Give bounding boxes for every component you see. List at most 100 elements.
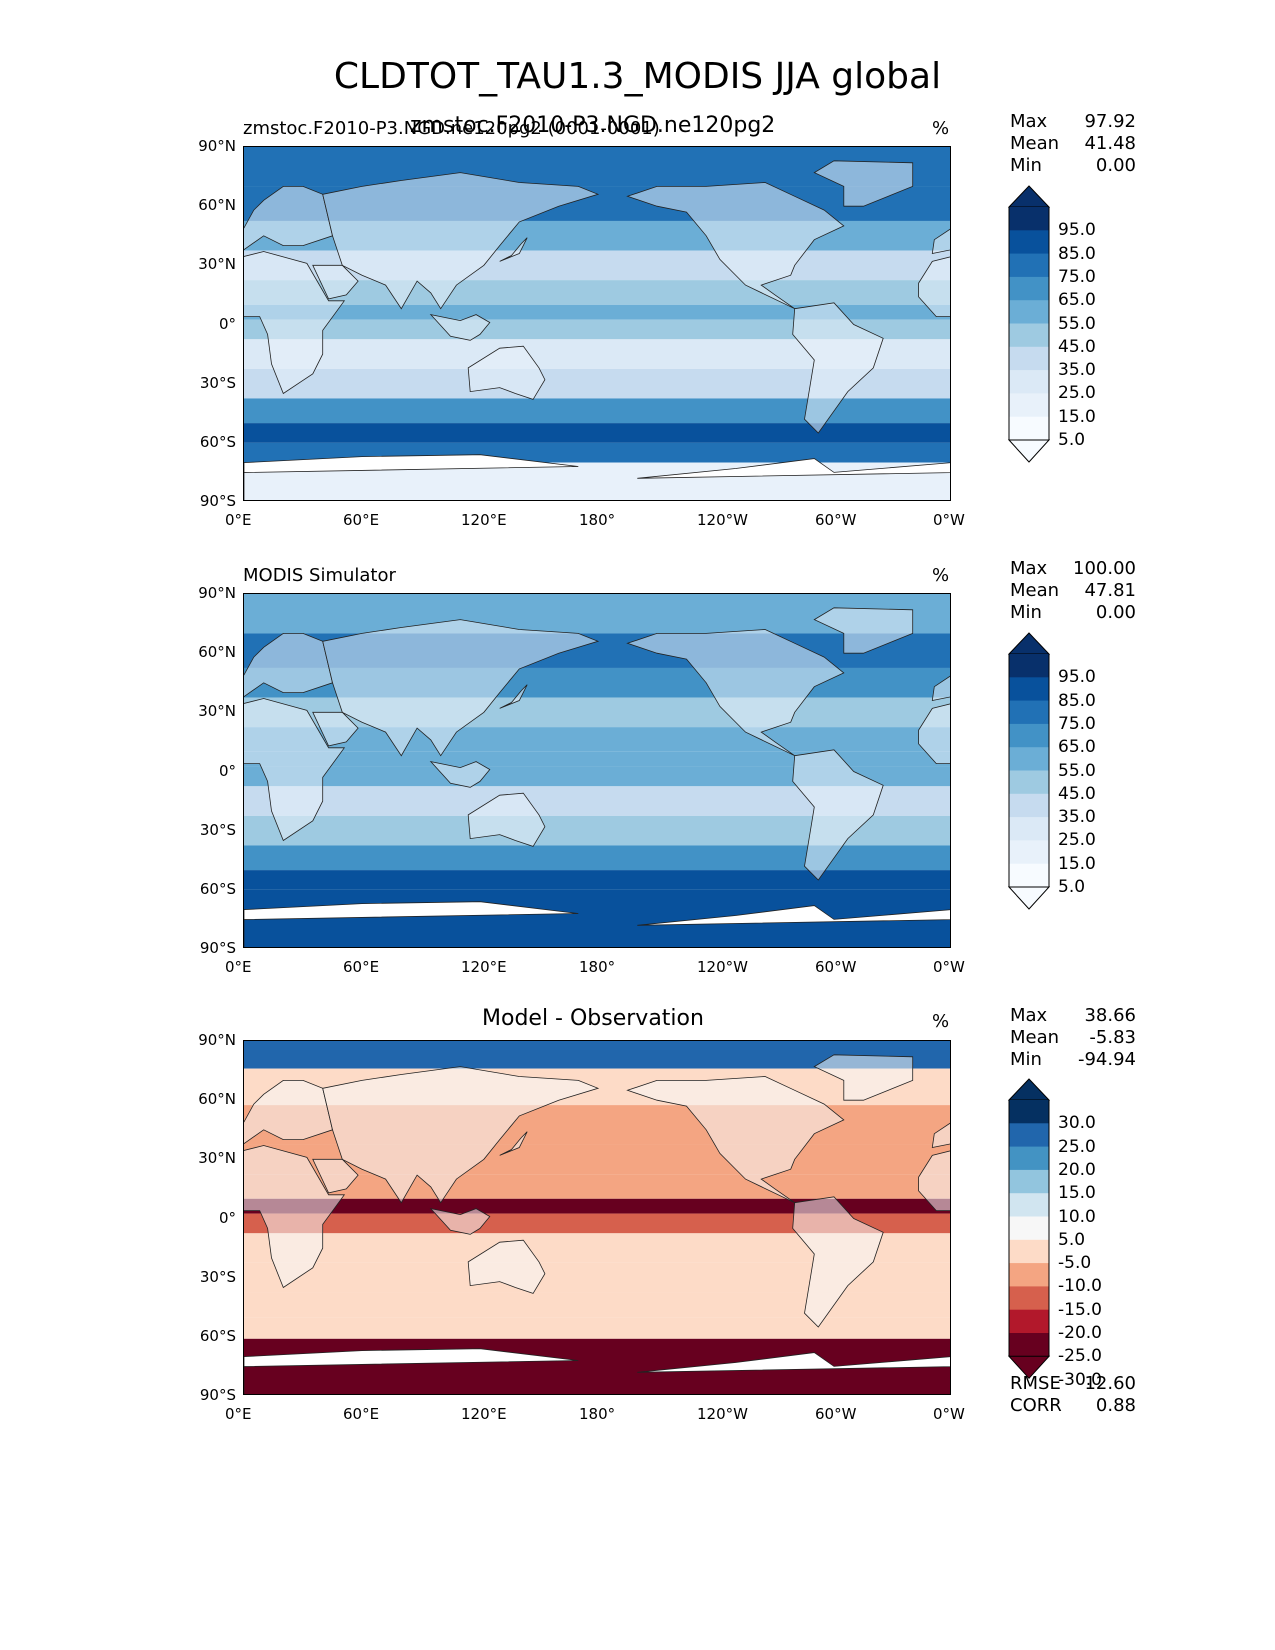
panel1-stats: Max 97.92 Mean 41.48 Min 0.00: [1010, 111, 1136, 177]
coastline-antarctica: [244, 454, 579, 500]
colorbar-tick-label: 75.0: [1058, 713, 1096, 734]
colorbar-tick-label: 95.0: [1058, 667, 1096, 688]
lat-tick-label: 90°N: [198, 137, 236, 155]
stat-value: 38.66: [1084, 1005, 1136, 1026]
colorbar-swatch: [1009, 1146, 1049, 1171]
zonal-band: [244, 870, 950, 890]
colorbar-tick-label: 20.0: [1058, 1159, 1096, 1180]
colorbar-extend-bottom: [1007, 1355, 1051, 1380]
stat-value: 0.88: [1095, 1395, 1136, 1416]
panel1-left-title: zmstoc.F2010-P3.NGD.ne120pg2 (0001-0001): [243, 118, 660, 139]
colorbar-tick-label: 85.0: [1058, 243, 1096, 264]
coastline-africa: [918, 1150, 950, 1211]
panel2-colorbar: 95.0 85.0 75.0 65.0 55.0 45.0 35.0 25.0 15.0 5.0: [1007, 632, 1108, 910]
lat-tick-label: 60°S: [199, 879, 236, 898]
lon-tick-label: 120°E: [461, 1405, 507, 1423]
stat-label: Min: [1010, 602, 1042, 623]
lon-tick-label: 60°E: [343, 1405, 380, 1423]
colorbar-swatch: [1009, 1193, 1049, 1217]
coastline-indonesia: [429, 313, 491, 341]
panel2-left-title: MODIS Simulator: [243, 565, 396, 586]
stat-value: -94.94: [1077, 1049, 1136, 1070]
panel3-extra-stats: RMSE 12.60 CORR 0.88: [1010, 1373, 1136, 1417]
lon-tick-label: 0°E: [225, 511, 252, 529]
colorbar-graphic: [1007, 632, 1051, 910]
colorbar-swatch: [1009, 253, 1049, 278]
lat-tick-label: 30°N: [198, 1149, 236, 1168]
colorbar-tick-label: 95.0: [1058, 220, 1096, 241]
colorbar-tick-label: 65.0: [1058, 737, 1096, 758]
colorbar-swatch: [1009, 677, 1049, 702]
lat-tick-label: 90°S: [199, 1386, 236, 1404]
zonal-band: [244, 1213, 950, 1234]
colorbar-graphic: [1007, 185, 1051, 463]
stat-value: -5.83: [1089, 1027, 1136, 1048]
colorbar-tick-label: 65.0: [1058, 290, 1096, 311]
stat-value: 0.00: [1095, 155, 1136, 176]
colorbar-swatch: [1009, 1333, 1049, 1357]
lon-tick-label: 180°: [579, 511, 616, 529]
colorbar-tick-label: -25.0: [1058, 1346, 1102, 1367]
lat-tick-label: 30°N: [198, 702, 236, 721]
stat-label: RMSE: [1010, 1373, 1061, 1394]
lat-tick-label: 30°S: [199, 373, 236, 392]
coastline-greenland: [813, 607, 914, 654]
lon-tick-label: 60°W: [815, 1405, 857, 1423]
stat-label: Mean: [1010, 133, 1060, 154]
coastline-greenland: [813, 160, 914, 207]
zonal-band: [244, 1292, 950, 1318]
panel2-units: %: [932, 565, 950, 586]
map-plot: [244, 1041, 950, 1394]
zonal-band: [244, 304, 950, 320]
colorbar-swatch: [1009, 1169, 1049, 1194]
stat-value: 100.00: [1073, 558, 1136, 579]
colorbar-tick-label: -20.0: [1058, 1323, 1102, 1343]
zonal-band: [244, 1198, 950, 1214]
coastline-asia: [322, 1066, 600, 1204]
colorbar-tick-label: 45.0: [1058, 336, 1096, 357]
colorbar-swatch: [1009, 276, 1049, 301]
coastline-arabia: [312, 1158, 359, 1194]
colorbar-swatch: [1009, 1123, 1049, 1148]
stat-label: Mean: [1010, 1027, 1060, 1048]
colorbar-extend-top: [1007, 632, 1051, 655]
panel3-center-title: Model - Observation: [482, 1006, 704, 1031]
colorbar-swatch: [1009, 346, 1049, 371]
coastline-japan: [499, 237, 528, 262]
colorbar-swatch: [1009, 1309, 1049, 1334]
colorbar-tick-label: 55.0: [1058, 313, 1096, 334]
coastline-africa: [918, 256, 950, 317]
stat-label: Max: [1010, 1005, 1048, 1026]
colorbar-swatch: [1009, 1100, 1049, 1124]
colorbar-tick-label: -5.0: [1058, 1253, 1092, 1274]
zonal-band: [244, 766, 950, 787]
colorbar-tick-label: 85.0: [1058, 690, 1096, 711]
colorbar-swatch: [1009, 230, 1049, 255]
figure-title: CLDTOT_TAU1.3_MODIS JJA global: [333, 56, 942, 97]
lon-tick-label: 120°E: [461, 958, 507, 976]
lon-tick-label: 0°E: [225, 1405, 252, 1423]
colorbar-swatch: [1009, 370, 1049, 394]
coastline-antarctica: [637, 1352, 950, 1373]
coastline-africa: [244, 698, 346, 842]
lon-tick-label: 120°E: [461, 511, 507, 529]
colorbar-tick-label: 5.0: [1058, 1229, 1086, 1250]
lat-tick-label: 90°N: [198, 1031, 236, 1049]
lat-tick-label: 90°N: [198, 584, 236, 602]
colorbar-swatch: [1009, 793, 1049, 818]
colorbar-tick-label: 55.0: [1058, 760, 1096, 781]
colorbar-tick-label: 25.0: [1058, 830, 1096, 851]
panel1-colorbar: 95.0 85.0 75.0 65.0 55.0 45.0 35.0 25.0 15.0 5.0: [1007, 185, 1108, 463]
coastline-europe: [244, 1080, 333, 1145]
coastline-australia: [467, 1239, 546, 1294]
lon-tick-label: 180°: [579, 1405, 616, 1423]
lat-tick-label: 30°N: [198, 255, 236, 274]
zonal-band: [244, 423, 950, 443]
coastline-antarctica: [244, 1348, 579, 1394]
stat-value: 97.92: [1084, 111, 1136, 132]
map-plot: [244, 594, 950, 947]
colorbar-tick-label: 5.0: [1058, 877, 1086, 897]
lon-tick-label: 0°W: [933, 1405, 965, 1423]
coastline-antarctica: [244, 901, 579, 947]
lat-tick-label: 90°S: [199, 939, 236, 957]
